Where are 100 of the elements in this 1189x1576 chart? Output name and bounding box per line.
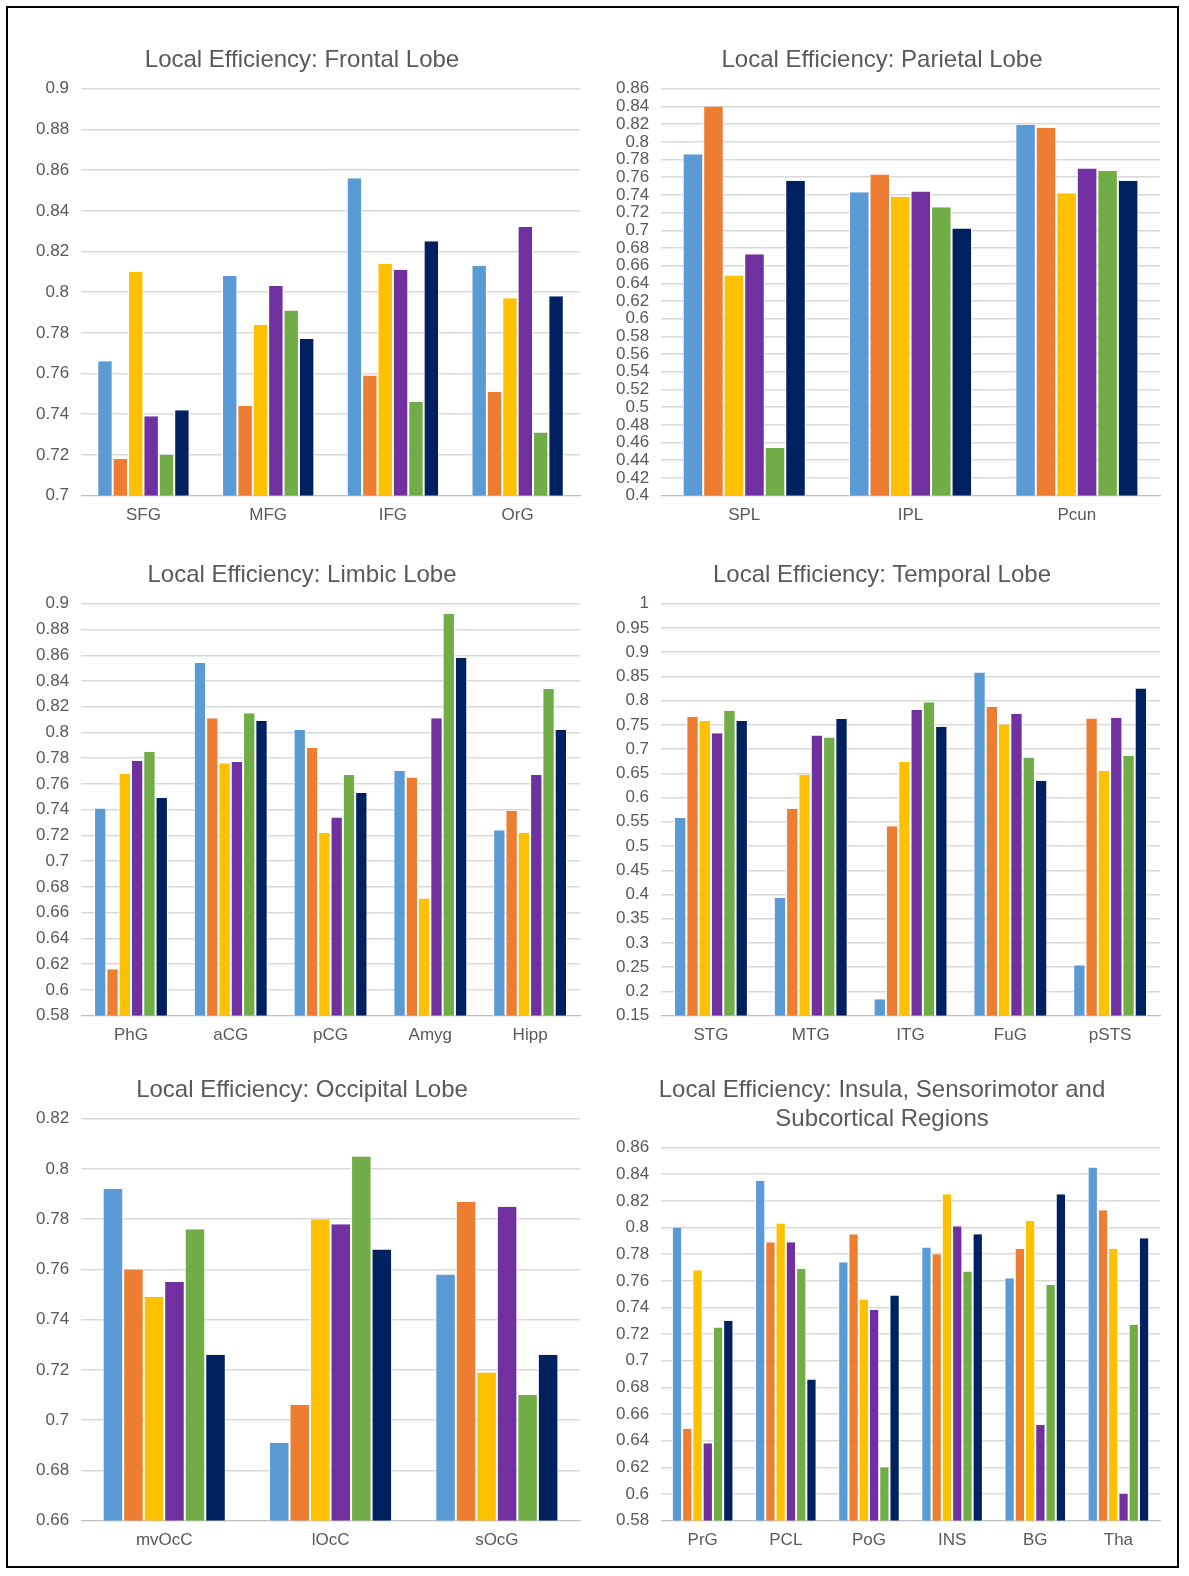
x-tick-label: mvOcC xyxy=(135,1530,193,1550)
y-tick-label: 0.6 xyxy=(625,308,650,328)
x-tick-label: OrG xyxy=(501,505,534,525)
x-tick-label: Pcun xyxy=(1057,505,1097,525)
y-tick-label: 0.82 xyxy=(615,1190,650,1210)
y-tick-label: 0.3 xyxy=(625,932,650,952)
chart-title: Local Efficiency: Limbic Lobe xyxy=(147,560,457,588)
y-tick-label: 0.66 xyxy=(35,1510,70,1530)
y-tick-label: 0.55 xyxy=(615,811,650,831)
x-tick-label: sOcG xyxy=(475,1530,519,1550)
y-tick-label: 0.9 xyxy=(45,593,70,613)
y-tick-label: 0.7 xyxy=(45,485,70,505)
x-tick-label: FuG xyxy=(993,1025,1027,1045)
y-tick-label: 0.82 xyxy=(35,241,70,261)
y-tick-label: 0.78 xyxy=(35,322,70,342)
x-tick-label: MTG xyxy=(791,1025,830,1045)
y-tick-label: 0.46 xyxy=(615,432,650,452)
y-tick-label: 0.78 xyxy=(35,747,70,767)
y-tick-label: 0.72 xyxy=(615,1323,650,1343)
y-tick-label: 0.8 xyxy=(625,690,650,710)
x-tick-label: aCG xyxy=(213,1025,249,1045)
y-tick-label: 0.88 xyxy=(35,119,70,139)
y-tick-label: 0.7 xyxy=(625,738,650,758)
x-tick-label: pCG xyxy=(313,1025,349,1045)
y-tick-label: 0.9 xyxy=(45,78,70,98)
x-tick-label: PoG xyxy=(851,1530,886,1550)
y-tick-label: 0.66 xyxy=(615,255,650,275)
x-tick-label: PrG xyxy=(687,1530,718,1550)
y-tick-label: 0.4 xyxy=(625,485,650,505)
y-tick-label: 0.44 xyxy=(615,449,650,469)
y-tick-label: 0.15 xyxy=(615,1005,650,1025)
x-tick-label: IPL xyxy=(897,505,924,525)
y-tick-label: 0.74 xyxy=(35,799,70,819)
chart-title: Local Efficiency: Frontal Lobe xyxy=(144,45,460,73)
y-tick-label: 0.82 xyxy=(35,1108,70,1128)
y-tick-label: 0.7 xyxy=(45,850,70,870)
y-tick-label: 0.68 xyxy=(35,1460,70,1480)
y-tick-label: 0.62 xyxy=(615,290,650,310)
x-tick-label: MFG xyxy=(249,505,288,525)
y-tick-label: 0.54 xyxy=(615,361,650,381)
y-tick-label: 0.58 xyxy=(615,1510,650,1530)
y-tick-label: 0.74 xyxy=(35,403,70,423)
y-tick-label: 0.8 xyxy=(625,1217,650,1237)
y-tick-label: 0.9 xyxy=(625,641,650,661)
y-tick-label: 0.8 xyxy=(45,281,70,301)
y-tick-label: 0.84 xyxy=(615,96,650,116)
y-tick-label: 0.82 xyxy=(615,113,650,133)
x-tick-label: PCL xyxy=(769,1530,803,1550)
y-tick-label: 0.78 xyxy=(35,1208,70,1228)
y-tick-label: 0.72 xyxy=(35,444,70,464)
y-tick-label: 0.68 xyxy=(615,1377,650,1397)
y-tick-label: 0.84 xyxy=(35,670,70,690)
y-tick-label: 0.7 xyxy=(625,1350,650,1370)
x-tick-label: ITG xyxy=(896,1025,925,1045)
y-tick-label: 0.66 xyxy=(615,1403,650,1423)
y-tick-label: 0.6 xyxy=(45,979,70,999)
y-tick-label: 0.5 xyxy=(625,396,650,416)
chart-title: Local Efficiency: Insula, Sensorimotor and Subcortical Regions xyxy=(658,1075,1106,1131)
y-tick-label: 0.84 xyxy=(35,200,70,220)
y-tick-label: 0.86 xyxy=(615,1137,650,1157)
x-tick-label: SPL xyxy=(728,505,761,525)
y-tick-label: 0.78 xyxy=(615,149,650,169)
y-tick-label: 0.82 xyxy=(35,696,70,716)
y-tick-label: 0.74 xyxy=(35,1309,70,1329)
y-tick-label: 0.86 xyxy=(35,644,70,664)
y-tick-label: 0.76 xyxy=(35,773,70,793)
y-tick-label: 0.58 xyxy=(35,1005,70,1025)
y-tick-label: 0.76 xyxy=(35,1259,70,1279)
y-tick-label: 0.68 xyxy=(615,237,650,257)
y-tick-label: 0.76 xyxy=(615,1270,650,1290)
y-tick-label: 0.8 xyxy=(45,722,70,742)
y-tick-label: 0.6 xyxy=(625,787,650,807)
y-tick-label: 0.45 xyxy=(615,859,650,879)
x-tick-label: Hipp xyxy=(512,1025,548,1045)
y-tick-label: 0.8 xyxy=(45,1158,70,1178)
x-tick-label: BG xyxy=(1022,1530,1048,1550)
y-tick-label: 0.25 xyxy=(615,956,650,976)
y-tick-label: 0.6 xyxy=(625,1483,650,1503)
y-tick-label: 0.76 xyxy=(615,166,650,186)
chart-title: Local Efficiency: Occipital Lobe xyxy=(136,1075,468,1103)
y-tick-label: 0.75 xyxy=(615,714,650,734)
x-tick-label: SFG xyxy=(125,505,161,525)
x-tick-label: STG xyxy=(693,1025,729,1045)
y-tick-label: 0.65 xyxy=(615,763,650,783)
x-tick-label: Amyg xyxy=(408,1025,453,1045)
y-tick-label: 0.78 xyxy=(615,1243,650,1263)
y-tick-label: 0.66 xyxy=(35,902,70,922)
y-tick-label: 0.88 xyxy=(35,619,70,639)
y-tick-label: 0.62 xyxy=(615,1457,650,1476)
y-tick-label: 0.76 xyxy=(35,363,70,383)
y-tick-label: 0.85 xyxy=(615,666,650,686)
y-tick-label: 0.72 xyxy=(35,825,70,845)
y-tick-label: 0.95 xyxy=(615,617,650,637)
y-tick-label: 0.7 xyxy=(625,219,650,239)
y-tick-label: 0.64 xyxy=(615,1430,650,1450)
y-tick-label: 0.84 xyxy=(615,1163,650,1183)
y-tick-label: 0.5 xyxy=(625,835,650,855)
x-tick-label: Tha xyxy=(1103,1530,1134,1550)
y-tick-label: 0.35 xyxy=(615,908,650,928)
y-tick-label: 0.52 xyxy=(615,379,650,399)
